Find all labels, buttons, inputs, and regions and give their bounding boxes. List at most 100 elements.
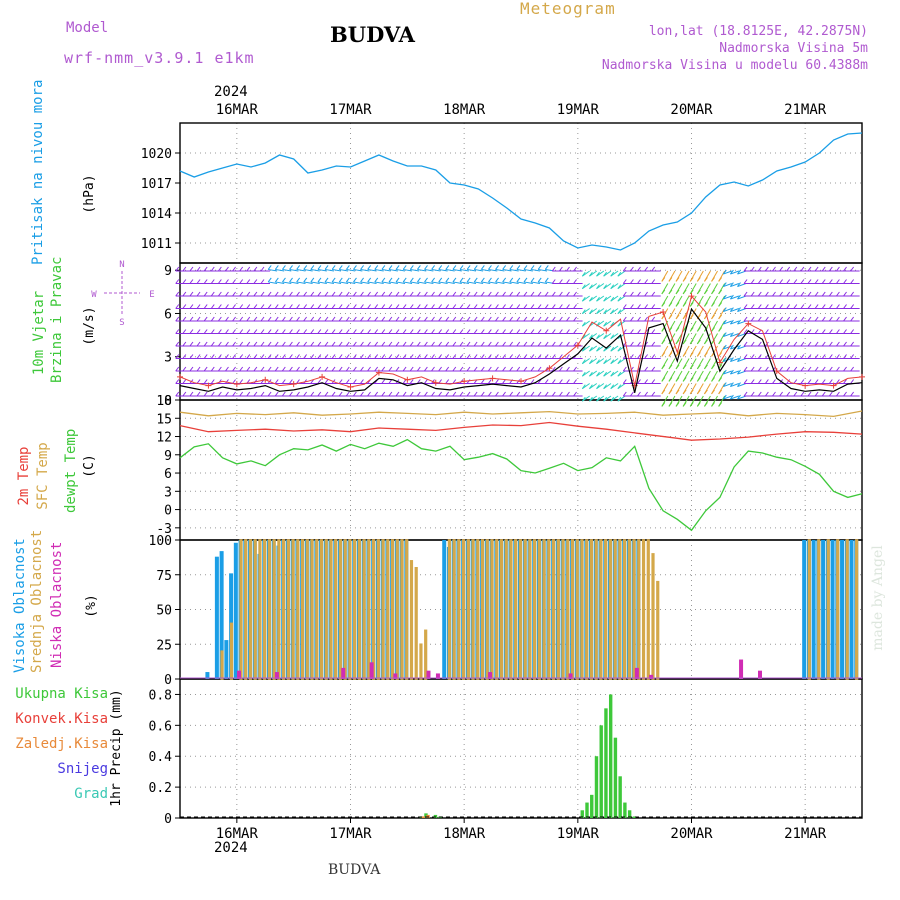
ytick-label-cloud-2: 50 xyxy=(156,604,172,619)
wind-gust-mark-8 xyxy=(290,381,297,388)
cloud-bar-niska-11 xyxy=(739,659,744,679)
ytick-label-temperature-2: 3 xyxy=(164,485,172,500)
time-tick-bottom-0: 16MAR xyxy=(216,826,259,842)
cloud-bar-srednja-41 xyxy=(424,629,428,680)
time-tick-top-2: 18MAR xyxy=(443,102,486,118)
precip-bar-0-14 xyxy=(627,810,632,818)
wind-gust-mark-30 xyxy=(603,327,610,334)
precip-bar-0-6 xyxy=(590,794,594,818)
ytick-label-temperature-7: 18 xyxy=(156,394,172,409)
lonlat-label: lon,lat (18.8125E, 42.2875N) xyxy=(648,24,868,39)
cloud-bar-srednja-24 xyxy=(343,539,347,680)
legend-ukupna: Ukupna Kisa xyxy=(15,686,108,702)
wind-gust-mark-14 xyxy=(375,369,382,376)
cloud-bar-srednja-65 xyxy=(556,539,560,680)
cloud-bar-srednja-6 xyxy=(258,539,262,680)
cloud-bar-srednja-80 xyxy=(627,539,631,680)
cloud-bar-visoka-94 xyxy=(849,540,854,679)
wind-gust-mark-16 xyxy=(404,376,411,383)
wind-gust-mark-12 xyxy=(347,384,354,391)
station-title: BUDVA xyxy=(330,22,415,47)
cloud-bar-niska-9 xyxy=(634,667,639,679)
cloud-bar-srednja-66 xyxy=(561,539,565,680)
cloud-bar-srednja-22 xyxy=(334,539,338,680)
elevation-label: Nadmorska Visina 5m xyxy=(719,41,868,56)
ytick-label-precip-2: 0.4 xyxy=(149,750,173,765)
wind-gust-mark-22 xyxy=(489,375,496,382)
cloud-bar-srednja-9 xyxy=(272,539,276,680)
cloud-bar-srednja-59 xyxy=(528,539,532,680)
cloud-bar-srednja-15 xyxy=(300,539,305,680)
cloud-bar-srednja-32 xyxy=(381,539,385,680)
cloud-bar-srednja-47 xyxy=(471,539,475,680)
cloud-bar-srednja-5 xyxy=(253,539,257,680)
wind-gust-mark-2 xyxy=(205,382,212,389)
cloud-bar-srednja-42 xyxy=(447,539,451,680)
legend-grad: Grad xyxy=(74,786,108,802)
cloud-bar-visoka-3 xyxy=(224,640,229,679)
wind-gust-mark-0 xyxy=(177,373,183,380)
legend-snijeg: Snijeg xyxy=(57,761,108,777)
model-name: wrf-nmm_v3.9.1 e1km xyxy=(64,49,255,67)
cloud-bar-srednja-45 xyxy=(461,539,466,680)
ytick-label-precip-0: 0 xyxy=(164,812,172,827)
wind-gust-mark-34 xyxy=(660,309,667,316)
wind-barb-field xyxy=(175,265,860,407)
year-bottom: 2024 xyxy=(214,840,248,856)
ytick-label-temperature-1: 0 xyxy=(164,504,172,519)
cloud-bar-srednja-81 xyxy=(632,539,636,680)
cloud-bar-visoka-86 xyxy=(811,540,816,679)
cloud-bar-srednja-49 xyxy=(480,539,485,680)
ytick-label-pressure-0: 1011 xyxy=(141,237,172,252)
cloud-bar-srednja-53 xyxy=(499,539,504,680)
time-tick-bottom-2: 18MAR xyxy=(443,826,486,842)
cloud-bar-srednja-28 xyxy=(362,539,366,680)
cloud-bar-srednja-27 xyxy=(357,539,361,680)
precip-bar-0-10 xyxy=(608,694,613,818)
cloud-bar-srednja-40 xyxy=(419,643,423,680)
cloud-bar-srednja-74 xyxy=(599,539,603,680)
precip-bar-0-2 xyxy=(433,814,438,818)
precip-bar-0-15 xyxy=(632,816,637,818)
ytick-label-temperature-0: -3 xyxy=(156,522,172,537)
cloud-bar-niska-1 xyxy=(274,672,279,679)
precip-bar-1-1 xyxy=(426,814,430,818)
cloud-bar-visoka-42 xyxy=(442,540,447,679)
meteogram-title: Meteogram xyxy=(520,0,616,18)
cloud-bar-srednja-64 xyxy=(551,539,556,680)
ytick-label-wind-2: 6 xyxy=(164,307,172,322)
wind-gust-mark-10 xyxy=(319,373,326,380)
wind-gust-mark-24 xyxy=(518,378,524,385)
cloud-bar-srednja-34 xyxy=(390,539,395,680)
cloud-bar-srednja-87 xyxy=(807,539,811,680)
temp-line-dewpt-temp xyxy=(179,438,863,532)
cloud-bar-srednja-73 xyxy=(594,539,598,680)
cloud-bar-niska-0 xyxy=(237,670,242,679)
cloud-bar-srednja-43 xyxy=(452,539,456,680)
ytick-label-cloud-4: 100 xyxy=(149,534,172,549)
cloud-bar-srednja-8 xyxy=(267,539,271,680)
wind-speed-line xyxy=(179,307,863,393)
model-label: Model xyxy=(66,20,109,36)
cloud-bar-niska-10 xyxy=(649,674,654,679)
cloud-bar-srednja-39 xyxy=(414,566,418,680)
cloud-bar-srednja-23 xyxy=(338,539,343,680)
cloud-bar-srednja-51 xyxy=(490,539,494,680)
cloud-bar-srednja-54 xyxy=(504,539,508,680)
year-top: 2024 xyxy=(214,84,248,100)
cloud-bar-niska-12 xyxy=(758,670,763,679)
cloud-bar-srednja-56 xyxy=(514,539,518,680)
precip-bar-1-0 xyxy=(421,816,425,818)
ytick-label-cloud-1: 25 xyxy=(156,638,172,653)
wind-gust-mark-38 xyxy=(716,359,723,366)
ytick-label-cloud-3: 75 xyxy=(156,569,172,584)
cloud-bar-srednja-58 xyxy=(523,539,527,680)
cloud-bar-srednja-82 xyxy=(637,539,641,680)
ytick-label-precip-1: 0.2 xyxy=(149,781,172,796)
cloud-bar-srednja-91 xyxy=(845,539,849,680)
cloud-bar-srednja-79 xyxy=(622,539,627,680)
compass-e: E xyxy=(149,290,154,300)
cloud-bar-srednja-75 xyxy=(604,539,608,680)
cloud-bar-srednja-72 xyxy=(589,539,594,680)
cloud-bar-srednja-46 xyxy=(466,539,470,680)
